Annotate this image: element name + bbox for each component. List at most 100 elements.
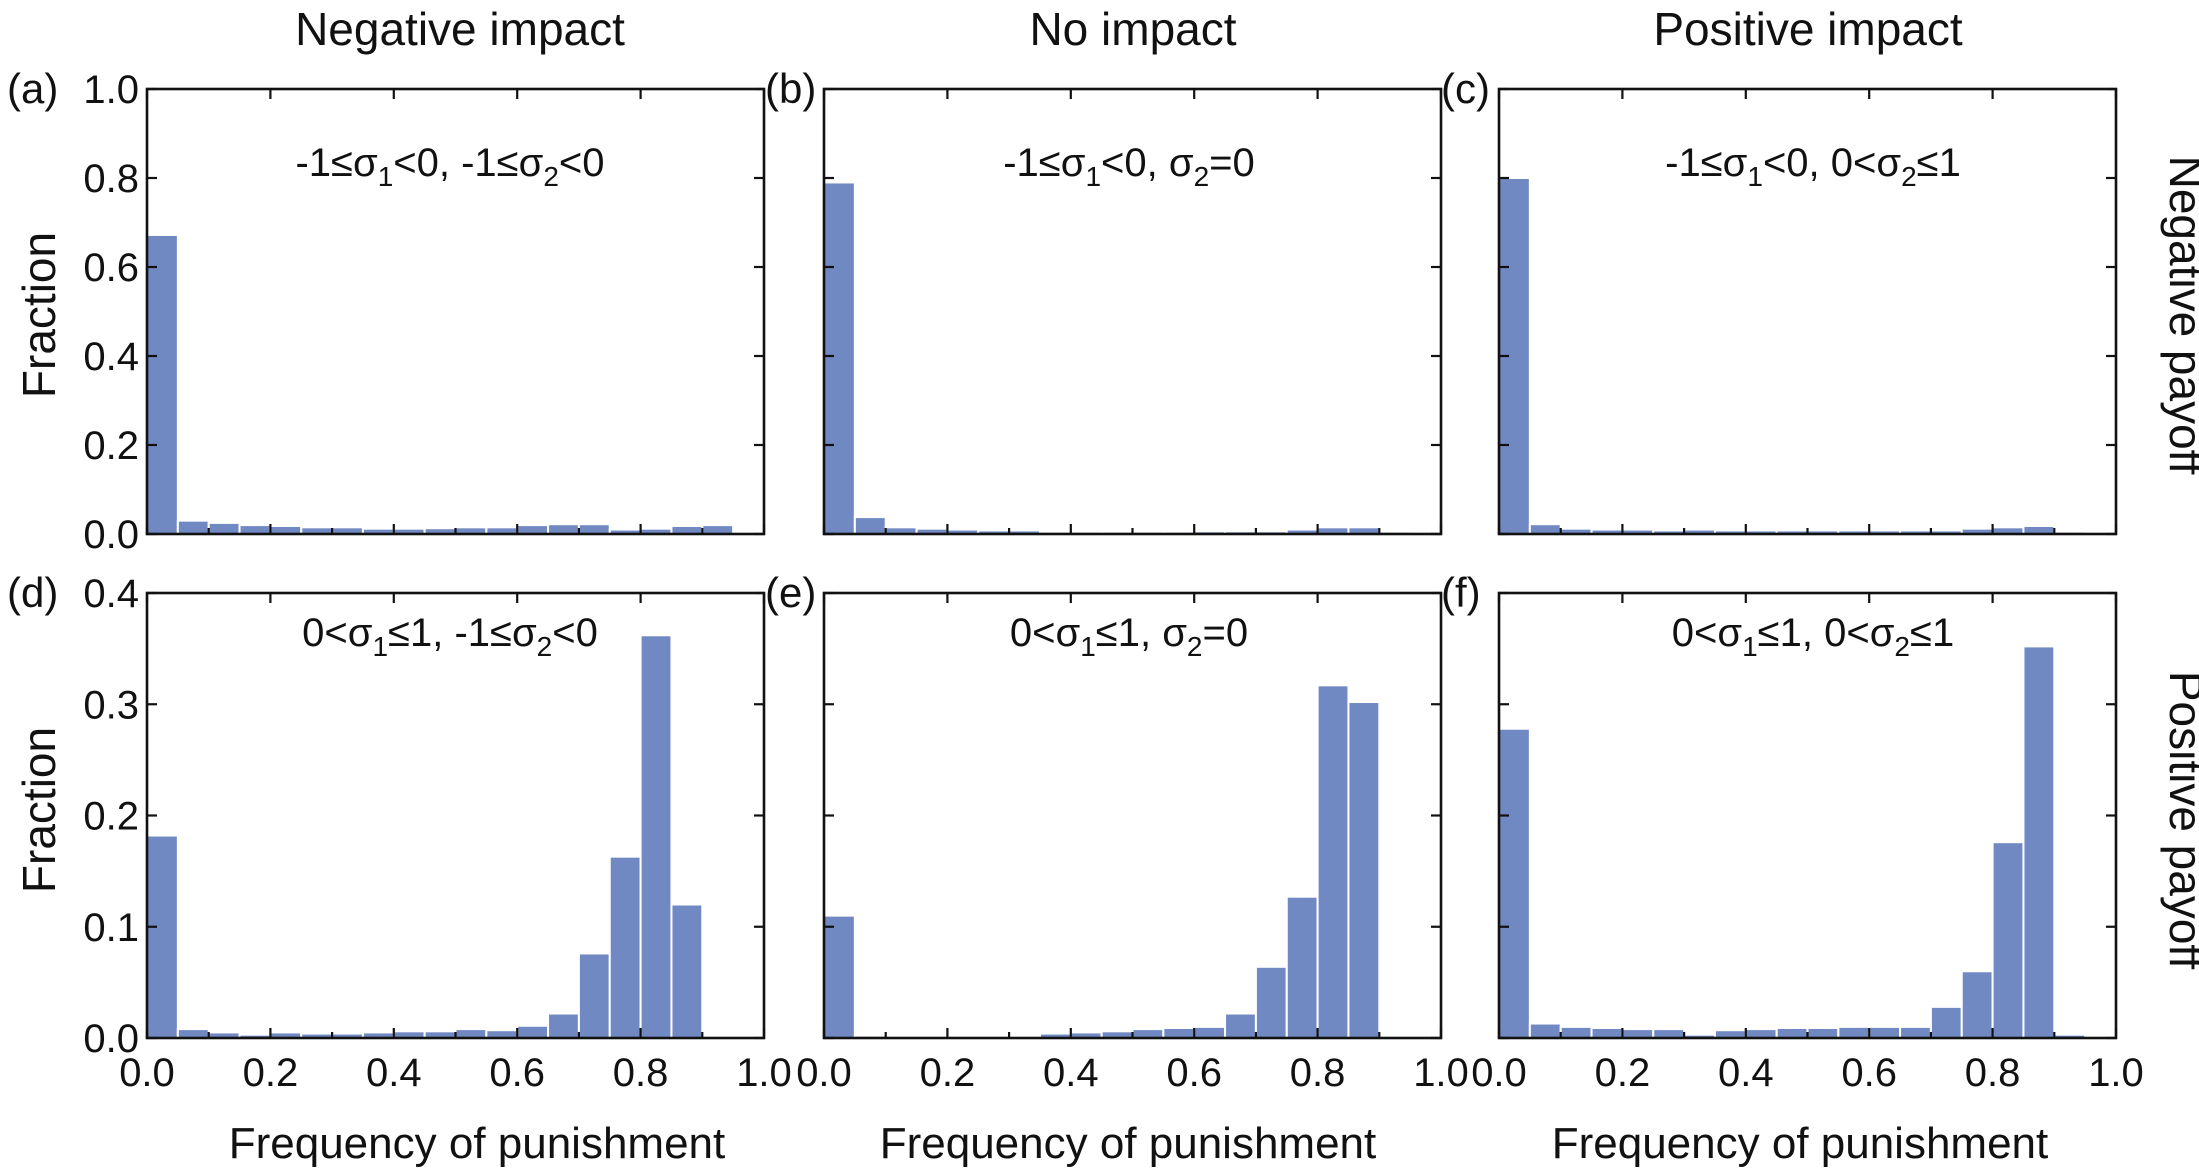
y-tick-label: 0.0	[83, 1017, 139, 1061]
histogram-bar	[1899, 1025, 1932, 1039]
histogram-bar	[1224, 1012, 1257, 1040]
panel-d: 0.0 0.2 0.4 0.6 0.8 1.0 0.0 0.1 0.2 0.3 0.4 (d) 0<σ1…	[7, 569, 792, 1095]
histogram-bar	[1162, 1026, 1196, 1040]
y-tick-label: 0.4	[83, 335, 139, 379]
x-tick-label: 0.4	[1718, 1051, 1774, 1095]
histogram-bar	[516, 524, 550, 535]
condition-text: -1≤σ1<0, 0<σ2≤1	[1665, 141, 1961, 192]
panel-label: (d)	[7, 569, 58, 616]
histogram-bar	[1806, 1026, 1840, 1040]
y-tick-label: 0.6	[83, 246, 139, 290]
column-title-negative-impact: Negative impact	[295, 3, 625, 55]
histogram-bar	[639, 634, 673, 1040]
x-tick-label: 1.0	[1413, 1051, 1469, 1095]
panel-label: (a)	[7, 65, 58, 112]
panels: 0.0 0.2 0.4 0.6 0.8 1.0 (a) -1≤σ1<0, -1≤σ2<0 (b)…	[7, 65, 2144, 1095]
x-tick-label: 0.2	[1595, 1051, 1651, 1095]
x-tick-label: 0.4	[366, 1051, 422, 1095]
column-title-positive-impact: Positive impact	[1653, 3, 1963, 55]
x-tick-label: 0.0	[119, 1051, 175, 1095]
x-tick-label: 0.0	[796, 1051, 852, 1095]
y-tick-label: 0.0	[83, 513, 139, 557]
panel-label: (f)	[1441, 569, 1481, 616]
x-tick-label: 1.0	[2088, 1051, 2144, 1095]
histogram-bar	[1316, 684, 1350, 1040]
y-tick-label: 0.2	[83, 795, 139, 839]
y-tick-label: 1.0	[83, 68, 139, 112]
x-tick-label: 0.8	[1290, 1051, 1346, 1095]
histogram-bar	[454, 1028, 488, 1039]
histogram-bar	[823, 914, 856, 1039]
y-tick-label: 0.3	[83, 683, 139, 727]
histogram-bar	[701, 524, 735, 535]
x-axis-label-left: Frequency of punishment	[229, 1119, 726, 1168]
panel-label: (b)	[765, 65, 816, 112]
condition-text: 0<σ1≤1, σ2=0	[1010, 611, 1248, 662]
histogram-bar	[1347, 701, 1381, 1040]
condition-text: 0<σ1≤1, 0<σ2≤1	[1672, 611, 1954, 662]
x-tick-label: 0.6	[489, 1051, 545, 1095]
x-tick-label: 0.4	[1043, 1051, 1099, 1095]
histogram-bar	[207, 521, 241, 535]
histogram-bar	[1929, 1005, 1963, 1039]
histogram-bar	[238, 524, 272, 535]
histogram-bar	[1621, 1028, 1655, 1039]
histogram-bar	[1528, 523, 1562, 536]
panel-b: (b) -1≤σ1<0, σ2=0	[765, 65, 1443, 536]
y-axis-label-top: Fraction	[13, 232, 65, 398]
histogram-bar	[1775, 1026, 1809, 1040]
condition-text: -1≤σ1<0, σ2=0	[1003, 141, 1255, 192]
panel-f: 0.0 0.2 0.4 0.6 0.8 1.0 (f) 0<σ1≤1, 0<σ2≤1	[1441, 569, 2144, 1095]
y-tick-label: 0.8	[83, 157, 139, 201]
x-tick-label: 0.6	[1166, 1051, 1222, 1095]
column-title-no-impact: No impact	[1029, 3, 1236, 55]
histogram-bar	[1528, 1022, 1562, 1039]
y-axis-label-bottom: Fraction	[13, 727, 65, 893]
histogram-bar	[577, 952, 611, 1040]
panel-c: (c) -1≤σ1<0, 0<σ2≤1	[1441, 65, 2118, 536]
histogram-bar	[1744, 1028, 1778, 1039]
x-tick-label: 0.2	[243, 1051, 299, 1095]
histogram-bar	[1559, 1025, 1593, 1039]
histogram-bar	[823, 181, 856, 535]
histogram-bar	[670, 903, 704, 1039]
y-tick-label: 0.2	[83, 424, 139, 468]
histogram-bar	[146, 834, 179, 1040]
histogram-bar	[1590, 1026, 1624, 1040]
histogram-bar	[1960, 970, 1994, 1039]
x-tick-label: 0.2	[920, 1051, 976, 1095]
x-axis-label-right: Frequency of punishment	[1552, 1119, 2049, 1168]
histogram-bar	[1868, 1025, 1902, 1039]
histogram-bar	[1131, 1028, 1165, 1039]
histogram-bar	[1652, 1028, 1686, 1039]
histogram-bar	[547, 523, 580, 536]
x-tick-label: 1.0	[736, 1051, 792, 1095]
x-tick-label: 0.0	[1471, 1051, 1527, 1095]
histogram-bar	[176, 519, 210, 536]
condition-text: -1≤σ1<0, -1≤σ2<0	[295, 141, 604, 192]
histogram-bar	[516, 1024, 550, 1039]
histogram-bar	[1837, 1025, 1871, 1039]
condition-text: 0<σ1≤1, -1≤σ2<0	[302, 611, 598, 662]
histogram-bar	[1991, 841, 2025, 1040]
panel-label: (e)	[765, 569, 816, 616]
x-axis-label-middle: Frequency of punishment	[880, 1119, 1377, 1168]
histogram-bar	[1498, 177, 1531, 535]
x-tick-label: 0.6	[1841, 1051, 1897, 1095]
histogram-bar	[1254, 965, 1288, 1039]
histogram-bar	[608, 855, 642, 1039]
histogram-bar	[1498, 727, 1531, 1039]
histogram-bar	[547, 1012, 580, 1040]
histogram-bar	[146, 233, 179, 536]
x-tick-label: 0.8	[1965, 1051, 2021, 1095]
x-tick-label: 0.8	[613, 1051, 669, 1095]
histogram-bar	[577, 523, 611, 536]
histogram-bar	[2022, 645, 2056, 1040]
histogram-bar	[853, 516, 887, 536]
histogram-bar	[1285, 895, 1319, 1040]
panel-e: 0.0 0.2 0.4 0.6 0.8 1.0 (e) 0<σ1≤1, σ2=0	[765, 569, 1469, 1095]
panel-a: 0.0 0.2 0.4 0.6 0.8 1.0 (a) -1≤σ1<0, -1≤σ2<0	[7, 65, 766, 557]
histogram-bar	[176, 1028, 210, 1039]
row-title-negative-payoff: Negative payoff	[2160, 156, 2199, 475]
